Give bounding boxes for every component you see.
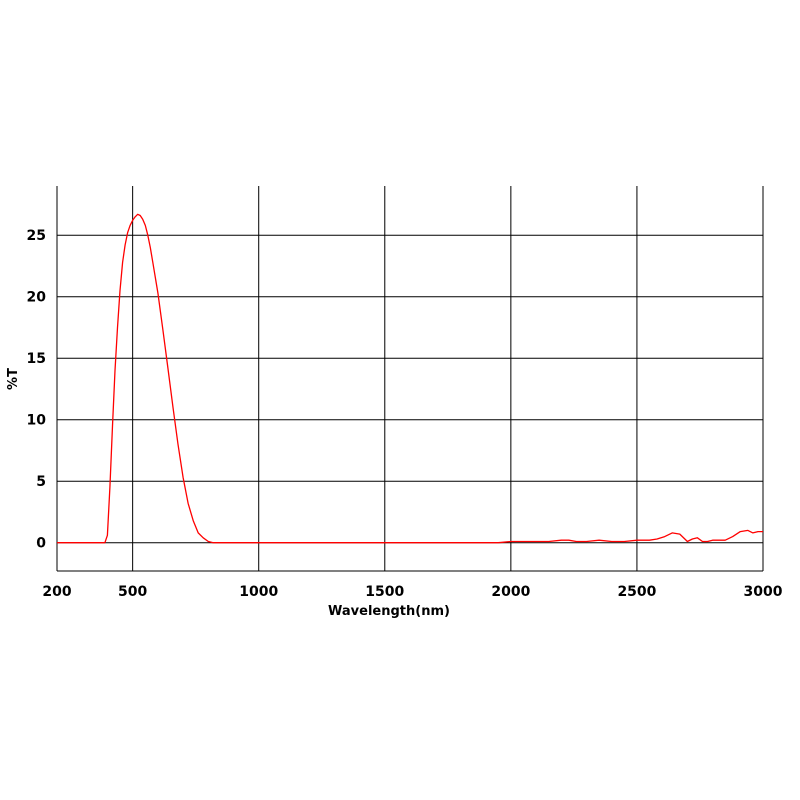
series-layer bbox=[57, 213, 763, 544]
x-axis-title: Wavelength(nm) bbox=[328, 604, 450, 619]
series-line-0 bbox=[57, 213, 763, 544]
x-tick-label-2500: 2500 bbox=[617, 584, 656, 600]
tick-labels: 200 500 1000 1500 2000 2500 3000 0 5 10 15 20 25 bbox=[27, 228, 783, 600]
y-tick-label-5: 5 bbox=[36, 474, 46, 490]
y-axis-title: %T bbox=[6, 368, 21, 390]
x-tick-label-1500: 1500 bbox=[365, 584, 404, 600]
x-tick-label-1000: 1000 bbox=[239, 584, 278, 600]
y-tick-label-15: 15 bbox=[27, 351, 46, 367]
y-tick-label-25: 25 bbox=[27, 228, 46, 244]
grid bbox=[57, 186, 764, 571]
x-tick-label-3000: 3000 bbox=[744, 584, 783, 600]
axes bbox=[56, 186, 763, 572]
y-tick-label-10: 10 bbox=[27, 413, 47, 429]
x-tick-label-500: 500 bbox=[118, 584, 147, 600]
y-tick-label-0: 0 bbox=[36, 536, 46, 552]
x-tick-label-2000: 2000 bbox=[491, 584, 530, 600]
y-tick-label-20: 20 bbox=[27, 290, 47, 306]
x-tick-label-200: 200 bbox=[42, 584, 71, 600]
